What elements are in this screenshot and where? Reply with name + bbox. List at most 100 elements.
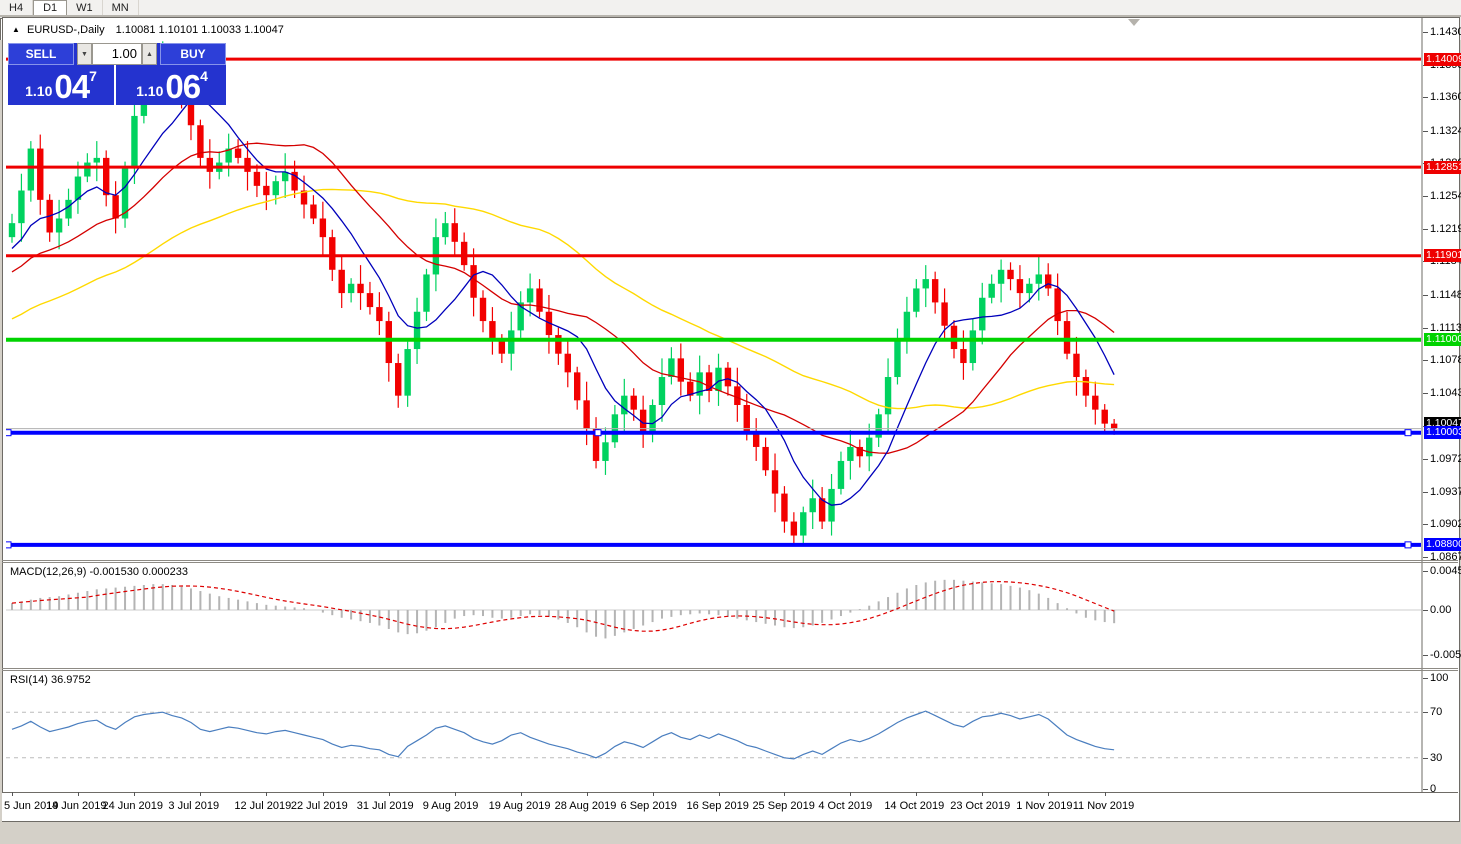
axis-tick	[1423, 32, 1428, 33]
chart-title: ▲ EURUSD-,Daily 1.10081 1.10101 1.10033 …	[12, 24, 284, 36]
timeframe-button-MN[interactable]: MN	[103, 0, 139, 15]
sell-price-display[interactable]: 1.10 04 7	[8, 65, 116, 105]
axis-tick	[1423, 524, 1428, 526]
chart-ohlc-values: 1.10081 1.10101 1.10033 1.10047	[115, 24, 284, 36]
rsi-indicator-label: RSI(14) 36.9752	[10, 674, 91, 686]
axis-tick	[1423, 678, 1428, 679]
macd-tick-label: 0.00	[1430, 604, 1452, 616]
price-tick-label: 1.10430	[1430, 386, 1461, 399]
rsi-line	[11, 710, 1115, 760]
price-tick-label: 1.13240	[1430, 124, 1461, 137]
price-tick-label: 1.12540	[1430, 190, 1461, 203]
date-tick	[652, 792, 654, 796]
sell-button[interactable]: SELL	[8, 43, 74, 65]
date-label: 28 Aug 2019	[554, 800, 617, 812]
level-price-flag-1.11901: 1.11901	[1424, 249, 1461, 263]
collapse-panel-icon[interactable]: ▲	[12, 25, 20, 34]
date-label: 1 Nov 2019	[1016, 800, 1073, 812]
date-tick	[134, 792, 136, 796]
date-label: 23 Oct 2019	[950, 800, 1011, 812]
macd-tick-label: 0.004536	[1430, 564, 1461, 577]
axis-tick	[1423, 459, 1428, 461]
price-chart-canvas[interactable]	[0, 0, 1461, 821]
level-price-flag-1.12851: 1.12851	[1424, 160, 1461, 174]
axis-tick	[1423, 97, 1428, 99]
date-tick	[200, 792, 202, 796]
axis-tick	[1423, 196, 1428, 198]
timeframe-button-W1[interactable]: W1	[67, 0, 103, 15]
price-tick-label: 1.09720	[1430, 453, 1461, 466]
level-price-flag-1.10003: 1.10003	[1424, 426, 1461, 440]
axis-tick	[1423, 654, 1428, 656]
chart-window[interactable]	[2, 17, 1460, 822]
level-price-flag-1.11000: 1.11000	[1424, 333, 1461, 347]
date-label: 5 Jun 2019	[4, 800, 59, 812]
date-label: 4 Oct 2019	[818, 800, 873, 812]
date-tick	[982, 792, 984, 796]
chart-scroll-marker-icon[interactable]	[1128, 19, 1140, 26]
volume-input[interactable]: 1.00	[92, 43, 142, 65]
volume-stepper: ▼ 1.00 ▲	[77, 43, 157, 65]
date-tick	[916, 792, 918, 796]
axis-tick	[1423, 294, 1428, 296]
price-tick-label: 1.09020	[1430, 518, 1461, 531]
volume-increase-button[interactable]: ▲	[142, 43, 157, 65]
date-tick	[266, 792, 268, 796]
price-tick-label: 1.10780	[1430, 354, 1461, 367]
date-label: 25 Sep 2019	[752, 800, 815, 812]
moving-averages-layer	[11, 97, 1115, 506]
rsi-tick-label: 100	[1430, 672, 1449, 684]
rsi-tick-label: 0	[1430, 783, 1437, 795]
axis-tick	[1423, 757, 1428, 759]
axis-tick	[1423, 392, 1428, 394]
date-label: 11 Nov 2019	[1072, 800, 1135, 812]
date-tick	[520, 792, 522, 796]
date-label: 31 Jul 2019	[356, 800, 414, 812]
volume-decrease-button[interactable]: ▼	[77, 43, 92, 65]
buy-price-prefix: 1.10	[136, 83, 164, 99]
axis-tick	[1423, 610, 1428, 611]
date-tick	[586, 792, 588, 796]
axis-tick	[1423, 228, 1428, 230]
timeframe-button-D1[interactable]: D1	[33, 0, 68, 15]
price-tick-label: 1.11130	[1430, 321, 1461, 334]
date-label: 19 Aug 2019	[488, 800, 551, 812]
sell-price-big-digits: 04	[54, 68, 90, 105]
date-tick	[718, 792, 720, 796]
sell-price-prefix: 1.10	[25, 83, 53, 99]
candles-layer	[8, 41, 1118, 546]
date-label: 16 Sep 2019	[686, 800, 749, 812]
macd-layer	[6, 579, 1421, 639]
timeframe-button-H4[interactable]: H4	[0, 0, 34, 15]
timeframe-toolbar: H4 D1 W1 MN	[0, 0, 1461, 16]
price-tick-label: 1.11480	[1430, 288, 1461, 301]
buy-price-display[interactable]: 1.10 06 4	[118, 65, 226, 105]
line-handle	[1404, 541, 1412, 549]
macd-indicator-label: MACD(12,26,9) -0.001530 0.000233	[10, 566, 188, 578]
date-tick	[850, 792, 852, 796]
date-tick	[77, 792, 79, 796]
price-tick-label: 1.14300	[1430, 26, 1461, 38]
buy-price-pipette: 4	[200, 68, 208, 84]
macd-signal-line	[11, 580, 1115, 632]
chart-symbol-period: EURUSD-,Daily	[26, 24, 105, 36]
date-label: 14 Jun 2019	[45, 800, 107, 812]
date-tick	[322, 792, 324, 796]
date-tick	[1048, 792, 1050, 796]
axis-tick	[1423, 327, 1428, 329]
date-label: 12 Jul 2019	[234, 800, 292, 812]
price-tick-label: 1.13600	[1430, 91, 1461, 104]
date-tick	[1104, 792, 1106, 796]
date-tick	[454, 792, 456, 796]
level-price-flag-1.14009: 1.14009	[1424, 52, 1461, 66]
axis-tick	[1423, 789, 1428, 790]
price-tick-label: 1.09370	[1430, 485, 1461, 498]
axis-tick	[1423, 360, 1428, 362]
date-label: 14 Oct 2019	[884, 800, 945, 812]
one-click-trade-panel: SELL ▼ 1.00 ▲ BUY 1.10 04 7 1.10 06 4	[8, 43, 226, 105]
level-lines-layer	[6, 57, 1421, 549]
buy-button[interactable]: BUY	[160, 43, 226, 65]
line-handle	[6, 429, 12, 437]
date-tick	[388, 792, 390, 796]
